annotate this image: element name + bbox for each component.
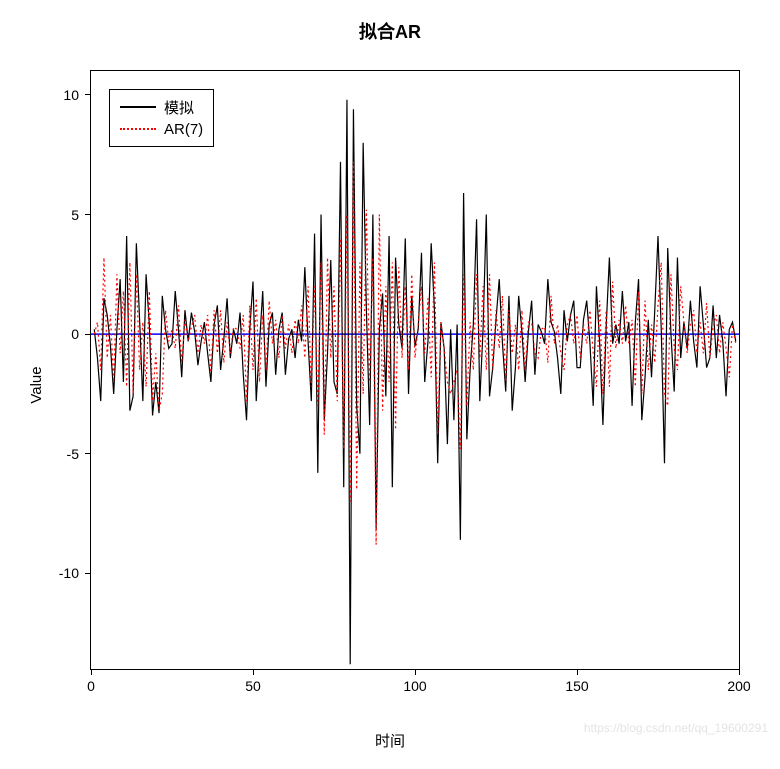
y-tick-label: 0 (39, 327, 91, 341)
y-tick-mark (85, 573, 91, 574)
x-tick-mark (253, 669, 254, 675)
y-tick-mark (85, 453, 91, 454)
y-axis-label: Value (28, 366, 45, 403)
legend-label-ar: AR(7) (164, 121, 203, 138)
x-tick-mark (91, 669, 92, 675)
plot-area: 模拟 AR(7) -10-50510050100150200 (90, 70, 740, 670)
y-tick-label: 5 (39, 208, 91, 222)
y-tick-label: -5 (39, 447, 91, 461)
y-tick-mark (85, 94, 91, 95)
chart-title: 拟合AR (0, 18, 780, 44)
legend-item-ar: AR(7) (120, 118, 203, 140)
chart-container: 拟合AR Value 模拟 AR(7) -10-5051005010015020… (0, 0, 780, 769)
series-模拟 (94, 100, 736, 665)
legend-label-sim: 模拟 (164, 97, 194, 118)
y-tick-label: -10 (39, 566, 91, 580)
legend-item-sim: 模拟 (120, 96, 203, 118)
watermark-text: https://blog.csdn.net/qq_19600291 (584, 721, 768, 735)
series-AR(7) (94, 162, 736, 545)
plot-svg (91, 71, 739, 669)
y-tick-mark (85, 334, 91, 335)
legend-swatch-solid (120, 101, 156, 113)
x-tick-mark (739, 669, 740, 675)
x-tick-mark (577, 669, 578, 675)
legend-box: 模拟 AR(7) (109, 89, 214, 147)
y-tick-label: 10 (39, 88, 91, 102)
y-tick-mark (85, 214, 91, 215)
legend-swatch-dotted (120, 123, 156, 135)
x-tick-mark (415, 669, 416, 675)
